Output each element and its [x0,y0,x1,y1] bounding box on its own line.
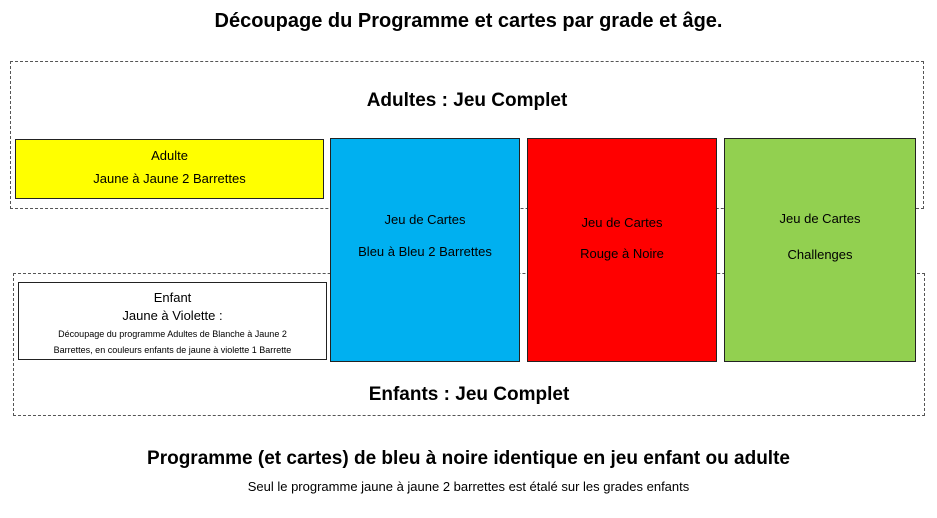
card-green-line2: Challenges [787,247,853,262]
adults-section-title: Adultes : Jeu Complet [366,90,568,111]
footer-headline: Programme (et cartes) de bleu à noire id… [147,448,790,469]
adult-box-line1: Adulte [151,148,188,163]
children-section-title: Enfants : Jeu Complet [368,384,570,405]
footer-subline: Seul le programme jaune à jaune 2 barret… [247,479,690,494]
adult-box-line2: Jaune à Jaune 2 Barrettes [93,170,246,186]
child-box-detail: Découpage du programme Adultes de Blanch… [19,326,326,358]
card-blue: Jeu de Cartes Bleu à Bleu 2 Barrettes [330,138,520,362]
child-box-line3: Découpage du programme Adultes de Blanch… [58,329,287,340]
child-box-line1: Enfant [153,290,192,305]
card-blue-line2: Bleu à Bleu 2 Barrettes [358,244,492,259]
card-red: Jeu de Cartes Rouge à Noire [527,138,717,362]
child-box-line2: Jaune à Violette : [122,307,223,323]
card-red-line1: Jeu de Cartes [581,215,663,230]
card-green-line1: Jeu de Cartes [779,211,861,226]
card-green: Jeu de Cartes Challenges [724,138,916,362]
card-blue-line1: Jeu de Cartes [384,212,466,227]
adult-box: Adulte Jaune à Jaune 2 Barrettes [15,139,324,199]
diagram-title: Découpage du Programme et cartes par gra… [214,10,723,32]
card-red-line2: Rouge à Noire [580,246,664,261]
child-box: Enfant Jaune à Violette : Découpage du p… [18,282,327,360]
child-box-line4: Barrettes, en couleurs enfants de jaune … [53,345,292,356]
